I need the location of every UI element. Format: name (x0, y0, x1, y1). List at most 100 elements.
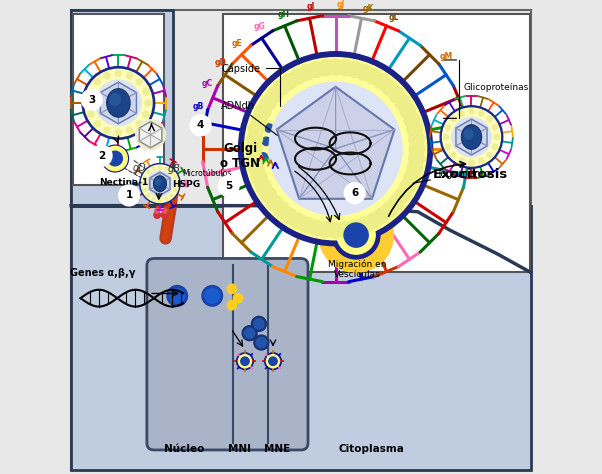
Circle shape (440, 106, 503, 168)
Circle shape (356, 217, 373, 233)
Circle shape (399, 178, 416, 195)
Circle shape (173, 188, 177, 192)
Text: gD: gD (133, 163, 147, 173)
Text: 2: 2 (98, 151, 105, 161)
Circle shape (234, 293, 243, 303)
FancyBboxPatch shape (147, 258, 308, 450)
Circle shape (170, 193, 173, 197)
Circle shape (126, 127, 134, 134)
Circle shape (144, 99, 152, 107)
Text: Glicoproteínas: Glicoproteínas (464, 83, 529, 92)
Circle shape (459, 157, 465, 164)
Text: 5: 5 (225, 181, 232, 191)
Text: Golgi
o TGN: Golgi o TGN (220, 142, 260, 170)
Circle shape (408, 130, 425, 147)
Circle shape (344, 223, 368, 247)
Circle shape (244, 328, 255, 338)
Circle shape (143, 175, 147, 180)
Circle shape (81, 90, 102, 110)
FancyBboxPatch shape (71, 10, 531, 470)
Circle shape (394, 94, 411, 111)
FancyBboxPatch shape (73, 14, 164, 185)
Circle shape (492, 144, 498, 150)
Circle shape (255, 178, 272, 195)
Circle shape (115, 70, 122, 77)
Text: HSPG: HSPG (173, 181, 200, 190)
Circle shape (468, 159, 474, 166)
Circle shape (238, 355, 252, 368)
Circle shape (281, 73, 297, 90)
Circle shape (317, 221, 334, 238)
Circle shape (337, 221, 354, 238)
Circle shape (202, 285, 223, 306)
Circle shape (273, 79, 290, 96)
Circle shape (147, 171, 173, 196)
Circle shape (290, 68, 306, 85)
Circle shape (486, 116, 492, 122)
Circle shape (242, 326, 257, 341)
Circle shape (227, 284, 237, 293)
Circle shape (248, 121, 265, 137)
Text: Microtúbulos: Microtúbulos (182, 169, 231, 178)
Circle shape (267, 355, 279, 368)
Text: Tegumento: Tegumento (413, 169, 490, 183)
Circle shape (409, 140, 426, 157)
Circle shape (264, 353, 281, 370)
Circle shape (492, 124, 498, 130)
Text: gB: gB (167, 164, 181, 174)
Circle shape (167, 285, 187, 306)
Circle shape (142, 88, 149, 95)
Circle shape (87, 88, 95, 95)
Circle shape (373, 73, 390, 90)
Circle shape (271, 138, 279, 147)
Circle shape (143, 188, 147, 192)
Circle shape (154, 212, 160, 219)
Circle shape (252, 316, 267, 331)
Circle shape (146, 193, 150, 197)
Circle shape (406, 160, 423, 177)
Circle shape (164, 197, 169, 201)
Circle shape (381, 79, 398, 96)
Circle shape (344, 183, 365, 203)
Text: MNE: MNE (264, 444, 290, 454)
Circle shape (103, 146, 127, 171)
Circle shape (450, 116, 457, 122)
Circle shape (268, 357, 277, 365)
Circle shape (158, 198, 162, 202)
Circle shape (135, 78, 143, 86)
Text: ADNdh: ADNdh (221, 101, 278, 136)
Circle shape (381, 201, 398, 218)
Circle shape (85, 99, 93, 107)
Polygon shape (150, 172, 170, 195)
Circle shape (96, 80, 141, 126)
Circle shape (403, 111, 420, 128)
Circle shape (262, 137, 270, 146)
Circle shape (373, 208, 390, 224)
Circle shape (365, 212, 382, 229)
Text: gK: gK (362, 4, 374, 13)
Circle shape (246, 140, 262, 157)
Circle shape (163, 209, 167, 213)
Circle shape (94, 120, 101, 128)
Circle shape (403, 169, 420, 186)
Text: gH: gH (278, 10, 290, 19)
Circle shape (158, 165, 162, 169)
Circle shape (347, 219, 364, 236)
Circle shape (406, 121, 423, 137)
Circle shape (175, 182, 178, 186)
Circle shape (347, 61, 364, 78)
Circle shape (317, 59, 334, 76)
Circle shape (241, 357, 249, 365)
FancyBboxPatch shape (71, 10, 173, 206)
Circle shape (269, 82, 402, 215)
Text: 4: 4 (197, 120, 204, 130)
Circle shape (152, 197, 156, 201)
Circle shape (170, 170, 173, 174)
Circle shape (265, 124, 273, 132)
FancyBboxPatch shape (71, 206, 531, 470)
Circle shape (388, 86, 405, 103)
Ellipse shape (256, 127, 294, 147)
Circle shape (135, 120, 143, 128)
Text: gJ: gJ (337, 0, 345, 9)
Circle shape (494, 134, 500, 140)
